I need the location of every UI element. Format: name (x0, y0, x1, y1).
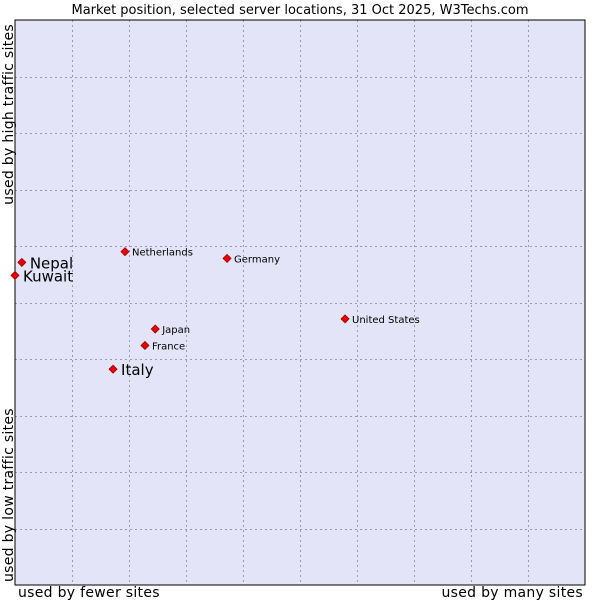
point-label-kuwait: Kuwait (23, 267, 73, 285)
point-marker-nepal (17, 257, 27, 267)
data-points: Netherlands Germany United States Japan Fran… (10, 247, 420, 379)
plot-border (14, 19, 586, 586)
chart-title: Market position, selected server locatio… (71, 3, 528, 18)
point-label-netherlands: Netherlands (132, 248, 193, 259)
point-marker-kuwait (10, 270, 20, 280)
point-marker-germany (222, 253, 232, 263)
point-marker-united-states (340, 314, 350, 324)
point-label-united-states: United States (352, 315, 420, 326)
y-axis-label-bottom: used by low traffic sites (1, 408, 17, 582)
point-marker-netherlands (120, 247, 130, 257)
point-label-nepal: Nepal (30, 254, 73, 272)
y-axis-label-top: used by high traffic sites (1, 24, 17, 205)
point-label-france: France (152, 341, 185, 352)
grid-lines (15, 20, 585, 585)
x-axis-label-left: used by fewer sites (18, 585, 160, 600)
point-label-japan: Japan (161, 325, 190, 336)
point-label-italy: Italy (121, 361, 154, 379)
point-marker-japan (150, 324, 160, 334)
point-marker-italy (108, 364, 118, 374)
point-label-germany: Germany (234, 254, 280, 265)
point-marker-france (140, 340, 150, 351)
x-axis-label-right: used by many sites (441, 585, 583, 600)
